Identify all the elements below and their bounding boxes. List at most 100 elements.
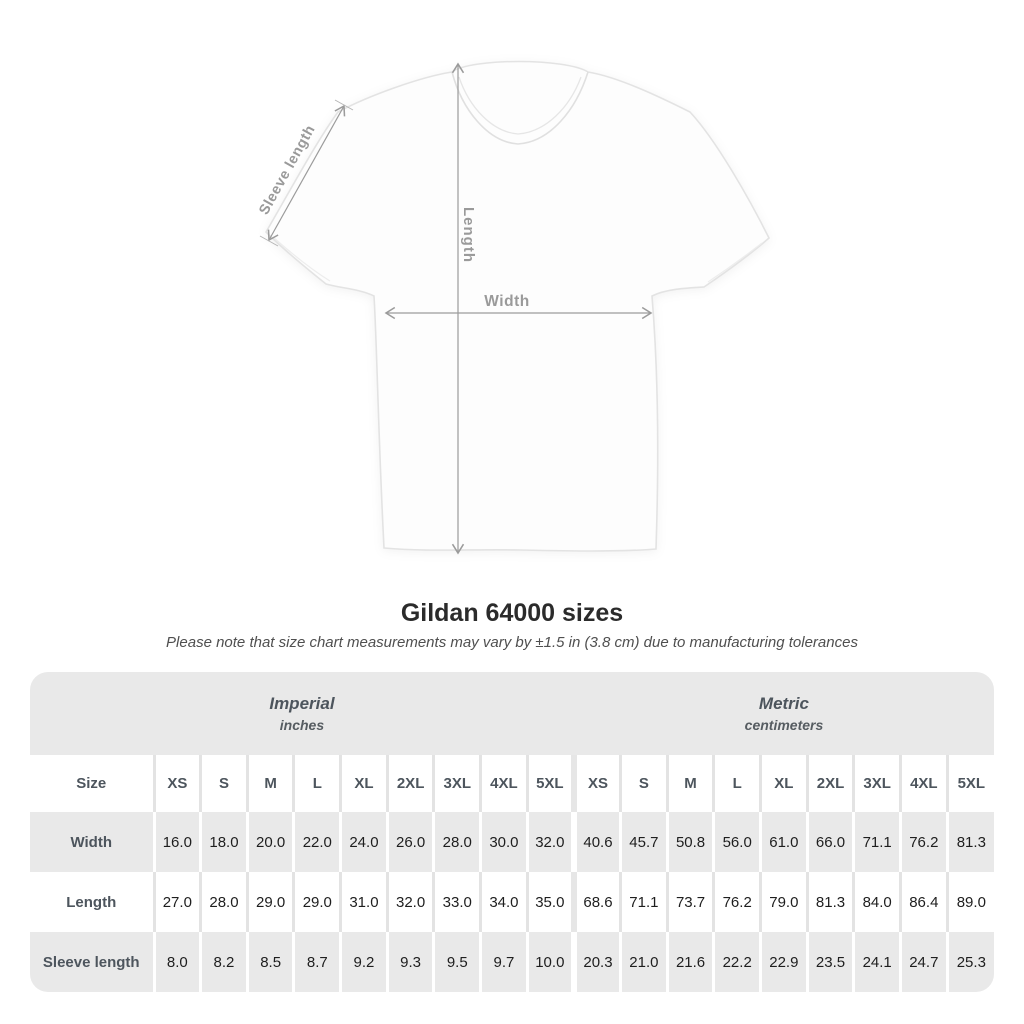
measurement-label: Width <box>30 812 154 872</box>
size-table: Imperial inches Metric centimeters Size … <box>30 672 994 992</box>
unit-band-row: Imperial inches Metric centimeters <box>30 672 994 755</box>
tshirt-right-sleeve-hem <box>707 242 763 283</box>
imperial-unit: inches <box>279 717 325 733</box>
value-cell: 32.0 <box>525 812 574 872</box>
value-cell: 28.0 <box>432 812 481 872</box>
width-row: Width 16.0 18.0 20.0 22.0 24.0 26.0 28.0… <box>30 812 994 872</box>
value-cell: 29.0 <box>292 872 341 932</box>
value-cell: 21.6 <box>665 932 714 992</box>
value-cell: 22.0 <box>292 812 341 872</box>
size-header-cell: S <box>199 755 248 812</box>
size-header-cell: S <box>619 755 668 812</box>
value-cell: 24.0 <box>339 812 388 872</box>
size-header-cell: 4XL <box>899 755 948 812</box>
value-cell: 23.5 <box>805 932 854 992</box>
metric-header: Metric centimeters <box>573 672 994 755</box>
size-header-cell: 2XL <box>805 755 854 812</box>
value-cell: 56.0 <box>712 812 761 872</box>
imperial-name: Imperial <box>269 694 335 713</box>
value-cell: 20.0 <box>245 812 294 872</box>
value-cell: 76.2 <box>899 812 948 872</box>
tshirt-collar-outer <box>451 71 589 145</box>
size-table-grid: Imperial inches Metric centimeters Size … <box>30 672 994 992</box>
value-cell: 22.9 <box>759 932 808 992</box>
value-cell: 8.0 <box>152 932 201 992</box>
value-cell: 86.4 <box>899 872 948 932</box>
value-cell: 29.0 <box>245 872 294 932</box>
length-label: Length <box>460 207 477 263</box>
size-header-cell: 5XL <box>525 755 574 812</box>
value-cell: 8.5 <box>245 932 294 992</box>
value-cell: 20.3 <box>570 932 621 992</box>
value-cell: 66.0 <box>805 812 854 872</box>
size-header-cell: XS <box>570 755 621 812</box>
value-cell: 71.1 <box>852 812 901 872</box>
size-header-cell: M <box>665 755 714 812</box>
size-header-cell: 3XL <box>432 755 481 812</box>
size-header-cell: XL <box>759 755 808 812</box>
measurement-label: Sleeve length <box>30 932 154 992</box>
size-header-cell: L <box>292 755 341 812</box>
value-cell: 24.1 <box>852 932 901 992</box>
value-cell: 84.0 <box>852 872 901 932</box>
value-cell: 40.6 <box>570 812 621 872</box>
value-cell: 10.0 <box>525 932 574 992</box>
value-cell: 28.0 <box>199 872 248 932</box>
tshirt-svg: Sleeve length Length Width <box>256 60 770 555</box>
value-cell: 31.0 <box>339 872 388 932</box>
sleeve-length-row: Sleeve length 8.0 8.2 8.5 8.7 9.2 9.3 9.… <box>30 932 994 992</box>
value-cell: 8.7 <box>292 932 341 992</box>
value-cell: 45.7 <box>619 812 668 872</box>
value-cell: 50.8 <box>665 812 714 872</box>
value-cell: 34.0 <box>479 872 528 932</box>
page-subtitle: Please note that size chart measurements… <box>166 634 858 651</box>
size-header-cell: 3XL <box>852 755 901 812</box>
size-header-cell: M <box>245 755 294 812</box>
value-cell: 35.0 <box>525 872 574 932</box>
imperial-header: Imperial inches <box>30 672 574 755</box>
width-label: Width <box>484 293 529 310</box>
value-cell: 8.2 <box>199 932 248 992</box>
metric-name: Metric <box>758 694 809 713</box>
measurement-arrows <box>259 62 653 555</box>
value-cell: 76.2 <box>712 872 761 932</box>
value-cell: 81.3 <box>805 872 854 932</box>
size-header-cell: XS <box>152 755 201 812</box>
size-header-cell: L <box>712 755 761 812</box>
tshirt-measurement-diagram: Sleeve length Length Width <box>256 60 770 555</box>
sleeve-arrow-bottom-tick <box>259 235 279 247</box>
value-cell: 9.3 <box>385 932 434 992</box>
value-cell: 89.0 <box>945 872 994 932</box>
value-cell: 71.1 <box>619 872 668 932</box>
size-header-cell: 2XL <box>385 755 434 812</box>
tshirt-graphic <box>264 60 770 552</box>
page-title: Gildan 64000 sizes <box>400 599 624 627</box>
value-cell: 79.0 <box>759 872 808 932</box>
value-cell: 25.3 <box>945 932 994 992</box>
measurement-label: Length <box>30 872 154 932</box>
tshirt-left-sleeve-hem <box>272 236 331 282</box>
value-cell: 33.0 <box>432 872 481 932</box>
value-cell: 81.3 <box>945 812 994 872</box>
metric-unit: centimeters <box>744 717 824 733</box>
value-cell: 22.2 <box>712 932 761 992</box>
value-cell: 26.0 <box>385 812 434 872</box>
value-cell: 61.0 <box>759 812 808 872</box>
sleeve-arrow-top-tick <box>334 99 354 111</box>
value-cell: 9.7 <box>479 932 528 992</box>
value-cell: 9.2 <box>339 932 388 992</box>
size-header-cell: 5XL <box>945 755 994 812</box>
value-cell: 68.6 <box>570 872 621 932</box>
value-cell: 21.0 <box>619 932 668 992</box>
length-row: Length 27.0 28.0 29.0 29.0 31.0 32.0 33.… <box>30 872 994 932</box>
size-header-cell: XL <box>339 755 388 812</box>
size-header-cell: 4XL <box>479 755 528 812</box>
size-header-row: Size XS S M L XL 2XL 3XL 4XL 5XL XS S M … <box>30 755 994 812</box>
tshirt-collar-inner <box>458 76 582 135</box>
sleeve-length-arrow <box>267 104 346 242</box>
size-column-title: Size <box>30 755 154 812</box>
value-cell: 18.0 <box>199 812 248 872</box>
value-cell: 24.7 <box>899 932 948 992</box>
value-cell: 27.0 <box>152 872 201 932</box>
